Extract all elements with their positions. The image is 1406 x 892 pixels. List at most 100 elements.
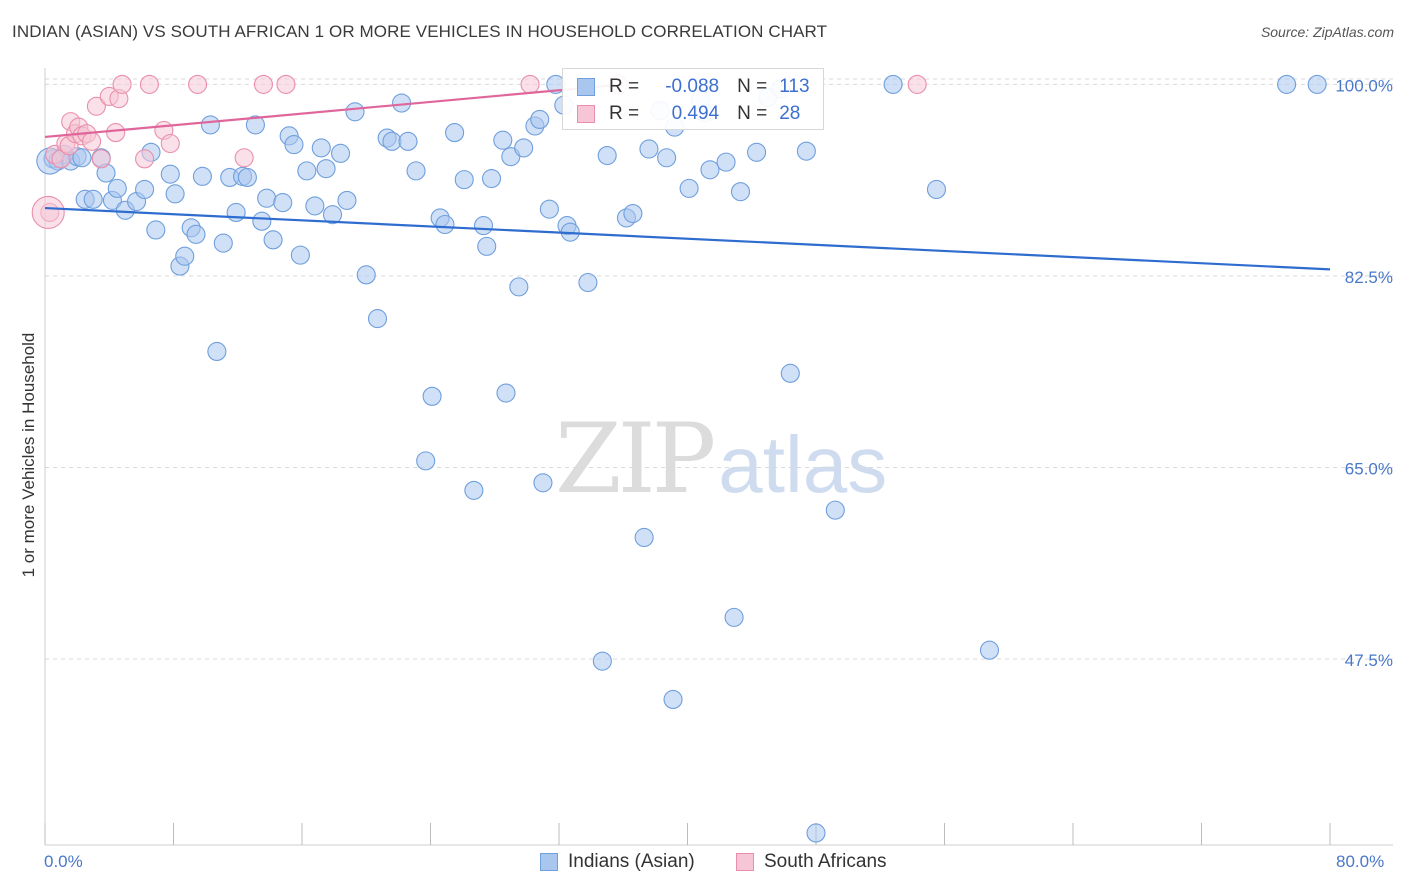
indians-asian-point [165,184,185,204]
indians-asian-point [72,148,92,168]
indians-asian-point [623,204,643,224]
indians-asian-point [226,202,246,223]
south-africans-point [520,74,540,94]
legend-r-value: 0.494 [671,103,720,124]
trend-lines [44,83,1331,271]
legend-item-indians[interactable]: Indians (Asian) [540,851,695,873]
legend-n-label: N = [737,76,768,97]
indians-asian-point [592,651,612,671]
indians-asian-point [135,179,155,200]
indians-asian-point [207,341,227,361]
indians-asian-point [435,214,455,235]
legend-r-value: -0.088 [665,76,720,97]
indians-asian-point [192,166,212,186]
south-africans-point [112,74,132,94]
indians-asian-point [806,823,826,843]
indians-asian-point [926,179,947,200]
indians-asian-point [883,74,903,94]
indians-asian-point [175,246,195,266]
indians-asian-point [382,131,402,151]
y-tick-label: 47.5% [1345,651,1393,670]
x-tick-label-min: 0.0% [44,852,83,871]
indians-asian-point [422,386,442,406]
y-tick-label: 82.5% [1345,268,1393,287]
indians-asian-point [477,236,497,256]
south-africans-point [82,131,102,151]
y-tick-labels: 100.0% 82.5% 65.0% 47.5% [1335,76,1393,670]
source-note: Source: ZipAtlas.com [1260,24,1394,40]
watermark: ZIPatlas [555,403,887,515]
indians-asian-point [747,142,767,162]
indians-asian-point [345,102,365,122]
south-africans-point [91,149,111,169]
indians-asian-point [398,131,418,151]
south-africans-point [276,74,296,94]
indians-asian-point [481,168,502,189]
x-tick-label-max: 80.0% [1336,852,1385,871]
legend-swatch-pink [736,853,754,871]
indians-asian-point [509,277,529,297]
indians-asian-point [1277,74,1297,94]
indians-asian-point [634,527,654,548]
indians-asian-point [337,190,357,210]
indians-asian-point [597,145,617,166]
indians-asian-point [679,178,699,198]
indians-asian-point [284,135,304,155]
indians-asian-point [454,170,474,190]
south-africans-point [253,74,274,94]
indians-asian-point [700,160,720,180]
legend-label-south-africans: South Africans [764,851,887,872]
indians-asian-trend-line [44,206,1331,271]
legend-row-south-africans: R = 0.494 N = 28 [577,102,800,126]
correlation-legend: R = -0.088 N = 113 R = 0.494 N = 28 [562,68,824,130]
legend-item-south-africans[interactable]: South Africans [736,851,887,873]
indians-asian-point [356,265,376,285]
series-indians-asian-points [36,74,1327,843]
indians-asian-point [825,500,845,520]
south-africans-point [31,195,65,230]
indians-asian-point [83,189,103,209]
south-africans-point [86,96,106,116]
indians-asian-point [578,272,598,293]
south-africans-point [135,149,155,169]
indians-asian-point [406,161,426,181]
indians-asian-point [213,233,233,253]
indians-asian-point [796,141,816,161]
legend-row-indians: R = -0.088 N = 113 [577,75,810,99]
indians-asian-point [539,199,559,219]
indians-asian-point [186,224,206,244]
indians-asian-point [146,220,166,240]
indians-asian-point [473,216,494,236]
indians-asian-point [716,152,736,172]
legend-swatch-pink [577,105,595,123]
south-africans-point [139,74,159,94]
watermark-atlas: atlas [718,420,888,509]
indians-asian-point [263,230,283,250]
indians-asian-point [639,139,659,159]
indians-asian-point [496,383,516,403]
indians-asian-point [663,689,683,709]
indians-asian-point [252,211,272,231]
indians-asian-point [245,115,265,135]
chart-title: INDIAN (ASIAN) VS SOUTH AFRICAN 1 OR MOR… [12,22,828,41]
y-tick-label: 100.0% [1335,76,1393,95]
indians-asian-point [445,123,465,143]
indians-asian-point [724,607,744,627]
indians-asian-point [514,138,534,158]
series-legend: Indians (Asian) South Africans [0,851,1406,877]
indians-asian-point [107,178,127,198]
legend-swatch-blue [577,78,595,96]
indians-asian-point [367,309,388,329]
indians-asian-point [316,159,336,179]
y-tick-label: 65.0% [1345,459,1393,478]
legend-r-label: R = [609,103,640,124]
indians-asian-point [493,130,513,150]
indians-asian-point [416,451,436,471]
y-axis-label: 1 or more Vehicles in Household [19,332,38,578]
series-south-africans-points [31,74,927,230]
south-africans-point [234,148,254,168]
indians-asian-point [530,109,550,129]
indians-asian-point [257,188,277,208]
indians-asian-point [730,182,751,202]
indians-asian-point [305,196,325,216]
